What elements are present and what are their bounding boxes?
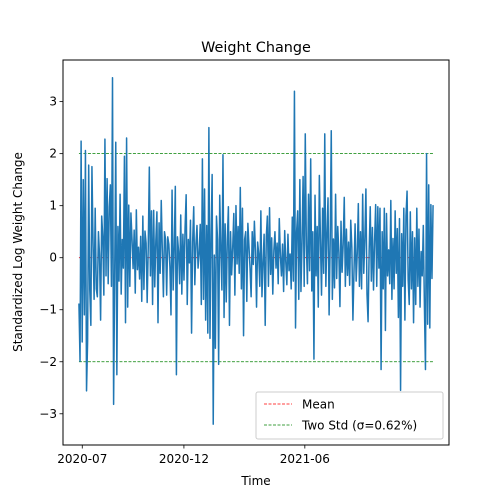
series-layer <box>78 76 434 425</box>
x-axis-label: Time <box>240 474 270 488</box>
x-tick-label: 2021-06 <box>280 452 330 466</box>
y-tick-label: −1 <box>39 303 57 317</box>
chart-title: Weight Change <box>201 40 311 56</box>
series-line <box>78 76 434 425</box>
y-tick-label: 0 <box>49 251 57 265</box>
y-tick-label: −3 <box>39 407 57 421</box>
legend-std-label: Two Std (σ=0.62%) <box>301 419 417 433</box>
y-tick-label: 1 <box>49 199 57 213</box>
x-tick-label: 2020-07 <box>57 452 107 466</box>
y-axis: −3 −2 −1 0 1 2 3 <box>39 95 63 421</box>
y-tick-label: −2 <box>39 355 57 369</box>
x-axis: 2020-07 2020-12 2021-06 <box>57 445 330 466</box>
y-tick-label: 3 <box>49 95 57 109</box>
x-tick-label: 2020-12 <box>159 452 209 466</box>
y-tick-label: 2 <box>49 147 57 161</box>
legend: Mean Two Std (σ=0.62%) <box>255 391 444 440</box>
legend-mean-label: Mean <box>302 398 335 412</box>
plot-area <box>62 59 450 446</box>
y-axis-label: Standardized Log Weight Change <box>11 152 25 352</box>
legend-box <box>255 391 444 440</box>
